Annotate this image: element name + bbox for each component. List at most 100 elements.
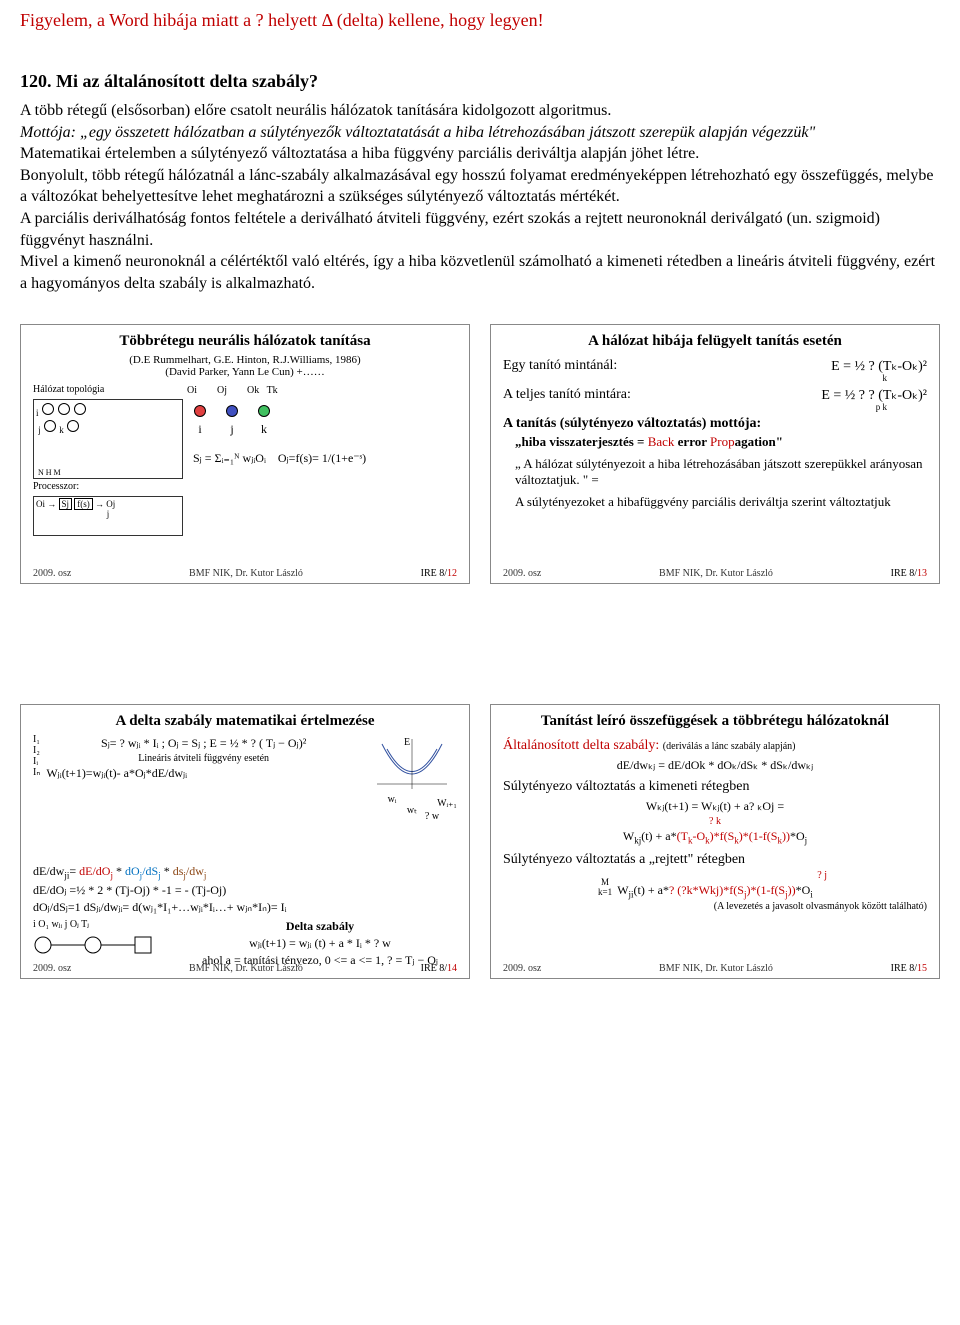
footer-pagenum: 13 xyxy=(917,568,927,579)
slide-12-title: Többrétegu neurális hálózatok tanítása xyxy=(33,333,457,350)
slide-row-2: A delta szabály matematikai értelmezése … xyxy=(20,704,940,978)
node-icon xyxy=(67,420,79,432)
footer-pagenum: 15 xyxy=(917,963,927,974)
slide-12-sub1: (D.E Rummelhart, G.E. Hinton, R.J.Willia… xyxy=(33,354,457,366)
s13-l6: A súlytényezoket a hibafüggvény parciáli… xyxy=(503,494,927,510)
s13-l4e: agation" xyxy=(735,434,783,449)
oi-label: Oi xyxy=(36,499,45,509)
s13-l4b: Back xyxy=(648,434,675,449)
s14-wi: wᵢ xyxy=(347,794,437,805)
s15-sumM: M k=1 xyxy=(598,877,612,897)
Oi: Oi xyxy=(187,385,197,396)
para-6: Mivel a kimenő neuronoknál a célértéktől… xyxy=(20,253,935,292)
node-blue-icon xyxy=(226,405,238,417)
question-body: A több rétegű (elsősorban) előre csatolt… xyxy=(20,100,940,294)
slide-13-footer: 2009. osz BMF NIK, Dr. Kutor László IRE … xyxy=(503,568,927,579)
slide-14-footer: 2009. osz BMF NIK, Dr. Kutor László IRE … xyxy=(33,963,457,974)
s14-eq1: Sⱼ= ? wⱼᵢ * Iᵢ ; Oⱼ = Sⱼ ; E = ½ * ? ( T… xyxy=(46,736,361,751)
formula-sum: Sⱼ = Σᵢ₌₁ᴺ wⱼᵢOᵢ xyxy=(193,451,266,465)
s13-l5: „ A hálózat súlytényezoit a hiba létreho… xyxy=(503,456,927,488)
warning-text: Figyelem, a Word hibája miatt a ? helyet… xyxy=(20,10,940,31)
fs-label: f(s) xyxy=(74,498,93,510)
footer-year: 2009. osz xyxy=(503,963,541,974)
j-lab: j xyxy=(230,422,233,436)
slide-row-1: Többrétegu neurális hálózatok tanítása (… xyxy=(20,324,940,584)
topology-label: Hálózat topológia xyxy=(33,384,183,395)
question-title: 120. Mi az általánosított delta szabály? xyxy=(20,71,940,92)
i-lab: i xyxy=(198,422,201,436)
footer-pagenum: 14 xyxy=(447,963,457,974)
footer-year: 2009. osz xyxy=(503,568,541,579)
slide-15-title: Tanítást leíró összefüggések a többréteg… xyxy=(503,713,927,730)
s13-l3: A tanítás (súlytényezo változtatás) mott… xyxy=(503,412,927,434)
slide-14-title: A delta szabály matematikai értelmezése xyxy=(33,713,457,730)
s13-l2b: E = ½ ? ? (Tₖ-Oₖ)² xyxy=(821,387,927,404)
slide-12: Többrétegu neurális hálózatok tanítása (… xyxy=(20,324,470,584)
s14-eq3: dE/dwji= dE/dOj * dOj/dSj * dsj/dwj xyxy=(33,864,457,880)
footer-author: BMF NIK, Dr. Kutor László xyxy=(659,568,773,579)
slide-15: Tanítást leíró összefüggések a többréteg… xyxy=(490,704,940,978)
para-4: Bonyolult, több rétegű hálózatnál a lánc… xyxy=(20,167,933,206)
proc-label: Processzor: xyxy=(33,481,183,492)
footer-author: BMF NIK, Dr. Kutor László xyxy=(189,568,303,579)
s14-eq5: dOⱼ/dSⱼ=1 dSⱼᵢ/dwⱼᵢ= d(wⱼ₁*I₁+…wⱼᵢ*Iᵢ…+ … xyxy=(33,900,457,915)
s14-diag-labels: i O₁ wⱼᵢ j Oⱼ Tⱼ xyxy=(33,919,173,930)
s15-l1b: (deriválás a lánc szabály alapján) xyxy=(663,741,796,752)
neuron-chain-icon xyxy=(33,930,173,960)
s13-l4c: error xyxy=(674,434,710,449)
Oj: Oj xyxy=(217,385,227,396)
net-k: k xyxy=(59,425,64,435)
footer-pageprefix: IRE 8/ xyxy=(421,963,447,974)
s15-qk: ? k xyxy=(503,816,927,827)
processor-diagram: Oi → Sj f(s) → Oj j xyxy=(33,496,183,536)
node-icon xyxy=(58,403,70,415)
net-i: i xyxy=(36,408,39,418)
s15-note: (A levezetés a javasolt olvasmányok közö… xyxy=(503,901,927,912)
s14-E: E xyxy=(362,737,452,748)
slide-12-footer: 2009. osz BMF NIK, Dr. Kutor László IRE … xyxy=(33,568,457,579)
footer-author: BMF NIK, Dr. Kutor László xyxy=(189,963,303,974)
s13-l4d: Prop xyxy=(710,434,735,449)
node-green-icon xyxy=(258,405,270,417)
s14-lin: Lineáris átviteli függvény esetén xyxy=(46,753,361,764)
oj-label: Oj xyxy=(106,499,115,509)
footer-author: BMF NIK, Dr. Kutor László xyxy=(659,963,773,974)
s14-inputs: I₁ I₂ Iᵢ Iₙ xyxy=(33,734,40,862)
question-heading: Mi az általánosított delta szabály? xyxy=(56,71,318,91)
formula-sigmoid: Oⱼ=f(s)= 1/(1+e⁻ˢ) xyxy=(278,451,366,465)
Tk: Tk xyxy=(267,385,278,396)
footer-pagenum: 12 xyxy=(447,568,457,579)
footer-pageprefix: IRE 8/ xyxy=(421,568,447,579)
delta-title: Delta szabály xyxy=(183,919,457,934)
s13-l4a: „hiba visszaterjesztés = xyxy=(515,434,648,449)
s15-l3: Súlytényezo változtatás a „rejtett" réte… xyxy=(503,848,927,870)
s15-eq2: Wₖⱼ(t+1) = Wₖⱼ(t) + a? ₖOj = xyxy=(503,799,927,814)
footer-year: 2009. osz xyxy=(33,568,71,579)
s15-l2: Súlytényezo változtatás a kimeneti réteg… xyxy=(503,775,927,797)
slide-13: A hálózat hibája felügyelt tanítás eseté… xyxy=(490,324,940,584)
s13-l1b: E = ½ ? (Tₖ-Oₖ)² xyxy=(831,358,927,375)
footer-year: 2009. osz xyxy=(33,963,71,974)
node-icon xyxy=(44,420,56,432)
s14-qw: ? w xyxy=(387,811,477,822)
nhm-label: N H M xyxy=(38,468,61,477)
j-label: j xyxy=(36,509,180,519)
s14-eq2: Wⱼᵢ(t+1)=wⱼᵢ(t)- a*Oⱼ*dE/dwⱼᵢ xyxy=(46,766,361,781)
footer-pageprefix: IRE 8/ xyxy=(891,568,917,579)
delta-eq1: wⱼᵢ(t+1) = wⱼᵢ (t) + a * Iᵢ * ? w xyxy=(183,936,457,951)
Ok: Ok xyxy=(247,385,259,396)
slide-14: A delta szabály matematikai értelmezése … xyxy=(20,704,470,978)
topology-diagram: i j k N H M xyxy=(33,399,183,479)
sj-label: Sj xyxy=(59,498,73,510)
k-lab: k xyxy=(261,422,267,436)
para-5: A parciális deriválhatóság fontos feltét… xyxy=(20,210,880,249)
net-j: j xyxy=(38,425,41,435)
s15-eq1: dE/dwₖⱼ = dE/dOk * dOₖ/dSₖ * dSₖ/dwₖⱼ xyxy=(503,758,927,773)
para-1: A több rétegű (elsősorban) előre csatolt… xyxy=(20,102,611,119)
s13-l1a: Egy tanító mintánál: xyxy=(503,358,617,375)
s15-qj: ? j xyxy=(503,870,927,881)
slide-13-title: A hálózat hibája felügyelt tanítás eseté… xyxy=(503,333,927,350)
para-3: Matematikai értelemben a súlytényező vál… xyxy=(20,145,699,162)
node-icon xyxy=(42,403,54,415)
node-red-icon xyxy=(194,405,206,417)
